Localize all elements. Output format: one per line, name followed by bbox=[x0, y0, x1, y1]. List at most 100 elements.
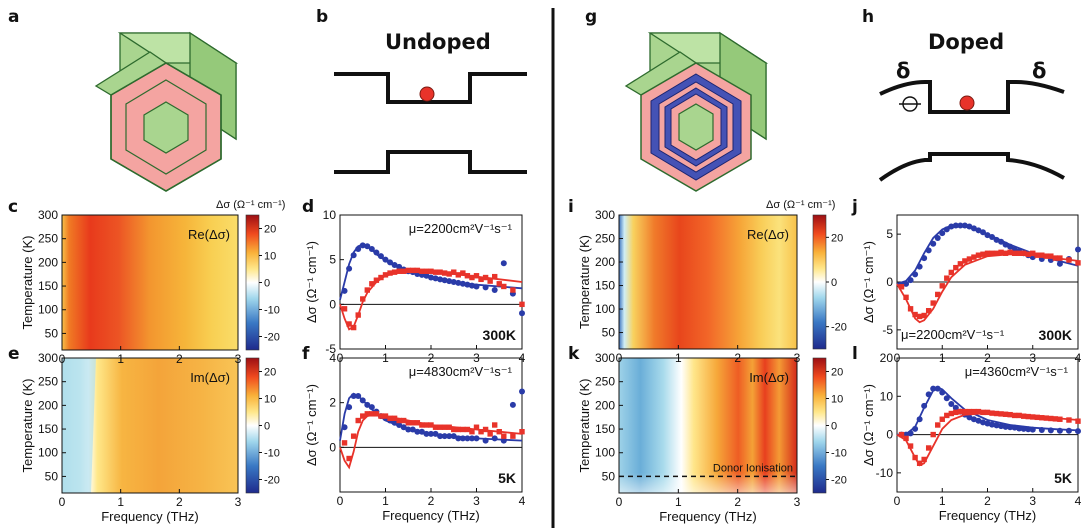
data-point-red bbox=[369, 411, 375, 417]
y-tick-label: 0 bbox=[886, 275, 893, 289]
data-point-red bbox=[496, 281, 502, 287]
data-point-red bbox=[903, 294, 909, 301]
colorbar-tick-label: 20 bbox=[264, 224, 276, 236]
data-point-red bbox=[948, 410, 954, 417]
colorbar-tick-label: -20 bbox=[831, 322, 847, 334]
data-point-blue bbox=[925, 391, 932, 398]
data-point-blue bbox=[446, 278, 453, 285]
data-point-red bbox=[410, 420, 416, 426]
band-diagram-undoped: Undoped bbox=[334, 30, 527, 174]
data-point-red bbox=[939, 416, 945, 422]
mobility-annotation: μ=4830cm²V⁻¹s⁻¹ bbox=[409, 364, 513, 379]
x-tick-label: 0 bbox=[337, 494, 344, 508]
y-tick-label: 250 bbox=[595, 375, 615, 389]
data-point-red bbox=[346, 321, 352, 327]
data-point-red bbox=[1048, 415, 1054, 422]
data-point-blue bbox=[984, 420, 991, 427]
data-point-red bbox=[912, 311, 918, 318]
data-point-blue bbox=[368, 404, 375, 411]
data-point-red bbox=[428, 268, 434, 274]
nanowire-undoped bbox=[94, 31, 239, 192]
data-point-blue bbox=[355, 245, 362, 252]
data-point-blue bbox=[432, 430, 439, 437]
data-point-red bbox=[396, 268, 402, 274]
data-point-blue bbox=[423, 272, 430, 279]
data-point-blue bbox=[1056, 427, 1063, 434]
heatmap-annotation: Re(Δσ) bbox=[188, 227, 230, 242]
y-tick-label: 150 bbox=[38, 422, 58, 436]
chart-k-frame bbox=[618, 357, 798, 494]
data-point-blue bbox=[341, 424, 348, 431]
data-point-red bbox=[1066, 257, 1072, 263]
data-point-red bbox=[482, 274, 489, 281]
nanowire-core bbox=[143, 101, 189, 154]
data-point-blue bbox=[350, 252, 357, 259]
data-point-red bbox=[907, 306, 914, 312]
data-point-red bbox=[369, 281, 375, 287]
data-point-red bbox=[519, 429, 525, 435]
data-point-red bbox=[1034, 414, 1040, 421]
data-point-blue bbox=[966, 414, 973, 421]
data-point-blue bbox=[930, 240, 937, 247]
data-point-red bbox=[1052, 255, 1059, 261]
conduction-band bbox=[334, 72, 527, 104]
data-point-red bbox=[944, 275, 950, 281]
data-point-red bbox=[1002, 411, 1009, 417]
data-point-red bbox=[341, 306, 348, 312]
x-tick-label: 2 bbox=[734, 495, 741, 509]
data-point-red bbox=[360, 413, 366, 419]
y-tick-label: 2 bbox=[329, 396, 336, 410]
data-point-blue bbox=[450, 279, 457, 285]
y-tick-label: 250 bbox=[38, 375, 58, 389]
data-point-blue bbox=[912, 425, 919, 432]
x-tick-label: 2 bbox=[984, 494, 991, 508]
data-point-red bbox=[1039, 252, 1045, 258]
x-tick-label: 3 bbox=[473, 494, 480, 508]
data-point-blue bbox=[952, 404, 959, 411]
heatmap-c-image bbox=[62, 215, 238, 350]
data-point-red bbox=[1025, 413, 1031, 420]
data-point-red bbox=[975, 252, 982, 258]
colorbar-tick-label: 20 bbox=[264, 367, 276, 379]
panel-label-c: c bbox=[8, 197, 18, 217]
colorbar-tick-label: -10 bbox=[264, 448, 280, 460]
data-point-red bbox=[916, 460, 923, 466]
data-point-blue bbox=[377, 253, 384, 260]
data-point-red bbox=[1043, 253, 1050, 259]
x-tick-label: 1 bbox=[675, 495, 682, 509]
x-tick-label: 4 bbox=[519, 494, 526, 508]
data-point-red bbox=[953, 409, 959, 416]
y-tick-label: 150 bbox=[38, 279, 58, 293]
data-point-blue bbox=[1065, 427, 1072, 434]
data-point-blue bbox=[984, 232, 991, 239]
x-axis-label: Frequency (THz) bbox=[939, 508, 1037, 523]
data-point-red bbox=[487, 431, 493, 437]
data-point-red bbox=[492, 422, 498, 428]
data-point-blue bbox=[934, 385, 941, 392]
data-point-red bbox=[925, 445, 932, 451]
data-point-red bbox=[401, 417, 407, 424]
data-point-red bbox=[1048, 253, 1054, 259]
data-point-blue bbox=[970, 225, 977, 232]
panel-label-e: e bbox=[8, 344, 20, 364]
data-point-red bbox=[378, 274, 384, 281]
data-point-red bbox=[1011, 250, 1018, 256]
panel-label-h: h bbox=[862, 7, 874, 27]
data-point-red bbox=[975, 408, 982, 415]
data-point-red bbox=[1052, 416, 1059, 422]
data-point-red bbox=[1043, 415, 1050, 421]
data-point-blue bbox=[993, 422, 1000, 429]
heatmap-i-image bbox=[619, 215, 797, 349]
delta-left: δ bbox=[896, 59, 910, 83]
data-point-blue bbox=[428, 274, 434, 281]
heatmap-e bbox=[62, 358, 238, 493]
data-point-red bbox=[939, 283, 945, 289]
data-point-red bbox=[984, 250, 991, 256]
data-point-red bbox=[341, 440, 348, 446]
y-axis-label: Temperature (K) bbox=[20, 236, 35, 330]
data-point-red bbox=[1030, 414, 1036, 420]
